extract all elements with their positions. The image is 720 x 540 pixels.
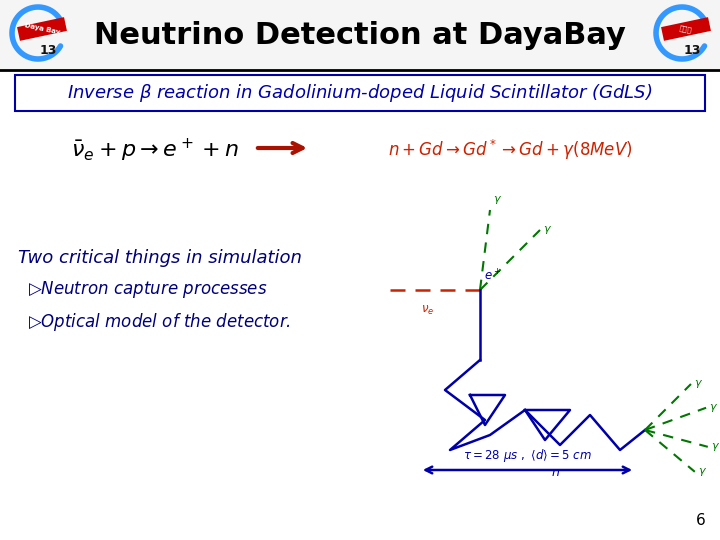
Text: $\gamma$: $\gamma$ bbox=[493, 194, 502, 206]
Text: Daya Bay: Daya Bay bbox=[24, 22, 60, 36]
Text: 6: 6 bbox=[696, 513, 706, 528]
Text: n: n bbox=[551, 466, 559, 479]
Polygon shape bbox=[17, 17, 67, 41]
Text: $\gamma$: $\gamma$ bbox=[709, 402, 718, 414]
Text: $\triangleright$Optical model of the detector.: $\triangleright$Optical model of the det… bbox=[28, 311, 291, 333]
Bar bbox=[15, 75, 705, 111]
Text: Neutrino Detection at DayaBay: Neutrino Detection at DayaBay bbox=[94, 22, 626, 51]
Text: $n + Gd \rightarrow Gd^* \rightarrow Gd + \gamma(8MeV)$: $n + Gd \rightarrow Gd^* \rightarrow Gd … bbox=[387, 138, 632, 162]
Text: $\triangleright$Neutron capture processes: $\triangleright$Neutron capture processe… bbox=[28, 280, 267, 300]
Text: 大亞灣: 大亞灣 bbox=[679, 24, 693, 33]
Text: Two critical things in simulation: Two critical things in simulation bbox=[18, 249, 302, 267]
Text: $\gamma$: $\gamma$ bbox=[543, 224, 552, 236]
Text: $\gamma$: $\gamma$ bbox=[694, 378, 703, 390]
Polygon shape bbox=[661, 17, 711, 41]
Text: $e^+$: $e^+$ bbox=[484, 269, 501, 284]
Text: $\tau= 28\ \mu s\ ,\ \langle d\rangle= 5\ cm$: $\tau= 28\ \mu s\ ,\ \langle d\rangle= 5… bbox=[463, 447, 592, 464]
Text: $\nu_e$: $\nu_e$ bbox=[421, 304, 435, 317]
Text: 13: 13 bbox=[40, 44, 57, 57]
Bar bbox=[0, 0, 720, 70]
Text: $\gamma$: $\gamma$ bbox=[698, 466, 707, 478]
Text: Inverse $\beta$ reaction in Gadolinium-doped Liquid Scintillator (GdLS): Inverse $\beta$ reaction in Gadolinium-d… bbox=[67, 82, 653, 104]
Text: $\gamma$: $\gamma$ bbox=[711, 441, 720, 453]
Text: 13: 13 bbox=[683, 44, 701, 57]
Text: $\bar{\nu}_e + p \rightarrow e^+ + n$: $\bar{\nu}_e + p \rightarrow e^+ + n$ bbox=[71, 137, 239, 164]
